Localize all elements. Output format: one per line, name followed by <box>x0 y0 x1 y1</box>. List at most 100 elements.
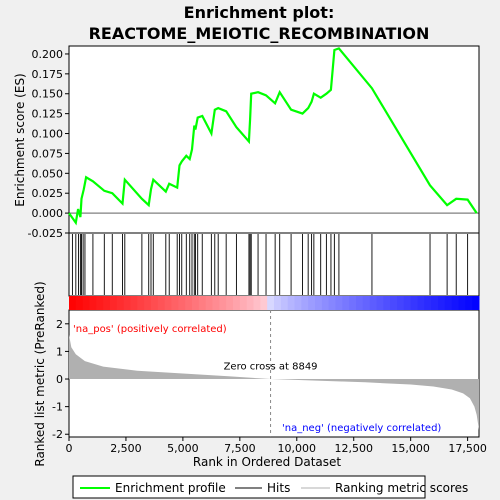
color-bar-segment <box>96 296 104 310</box>
color-bar-segment <box>315 296 323 310</box>
color-bar-segment <box>171 296 179 310</box>
color-bar-segment <box>178 296 186 310</box>
color-bar-segment <box>123 296 131 310</box>
legend-label-metric: Ranking metric scores <box>335 481 468 495</box>
x-tick-label: 2,500 <box>110 442 142 455</box>
es-y-tick-label: 0.075 <box>32 147 64 160</box>
color-bar-segment <box>205 296 213 310</box>
color-bar-segment <box>233 296 241 310</box>
metric-y-tick-label: 2 <box>56 318 63 331</box>
metric-y-tick-label: -2 <box>52 428 63 441</box>
ranked-color-bar <box>69 296 480 310</box>
es-y-tick-label: 0.025 <box>32 187 64 200</box>
es-y-tick-label: 0.150 <box>32 88 64 101</box>
ranking-metric-area <box>69 334 479 431</box>
color-bar-segment <box>103 296 111 310</box>
color-bar-segment <box>294 296 302 310</box>
color-bar-segment <box>458 296 466 310</box>
color-bar-segment <box>383 296 391 310</box>
x-tick-label: 7,500 <box>224 442 256 455</box>
color-bar-segment <box>342 296 350 310</box>
es-axis-group: -0.025 0.000 0.025 0.050 0.075 0.100 0.125 0.15… <box>28 47 479 240</box>
color-bar-segment <box>438 296 446 310</box>
color-bar-segment <box>226 296 234 310</box>
color-bar-segment <box>451 296 459 310</box>
color-bar-segment <box>472 296 480 310</box>
color-bar-segment <box>335 296 343 310</box>
color-bar-segment <box>349 296 357 310</box>
metric-y-axis-title: Ranked list metric (PreRanked) <box>33 281 47 466</box>
es-y-tick-label: 0.175 <box>32 68 64 81</box>
color-bar-segment <box>321 296 330 310</box>
es-y-tick-label: -0.025 <box>28 227 63 240</box>
color-bar-segment <box>144 296 152 310</box>
color-bar-segment <box>403 296 412 310</box>
x-tick-label: 0 <box>66 442 73 455</box>
es-y-tick-label: 0.125 <box>32 108 64 121</box>
zero-cross-label: Zero cross at 8849 <box>224 361 318 372</box>
color-bar-segment <box>69 296 77 310</box>
es-y-tick-label: 0.100 <box>32 128 64 141</box>
x-tick-label: 12,500 <box>334 442 373 455</box>
color-bar-segment <box>431 296 439 310</box>
es-panel <box>68 45 480 234</box>
color-bar-segment <box>280 296 289 310</box>
color-bar-segment <box>157 296 166 310</box>
x-tick-label: 10,000 <box>278 442 317 455</box>
es-y-tick-label: 0.200 <box>32 48 64 61</box>
color-bar-segment <box>75 296 84 310</box>
color-bar-segment <box>212 296 220 310</box>
color-bar-segment <box>397 296 405 310</box>
hits-group <box>71 234 469 295</box>
hits-panel <box>68 232 480 297</box>
color-bar-segment <box>246 296 254 310</box>
metric-y-tick-label: 1 <box>56 345 63 358</box>
color-bar-segment <box>390 296 398 310</box>
x-tick-label: 5,000 <box>167 442 199 455</box>
color-bar-segment <box>239 296 248 310</box>
color-bar-segment <box>267 296 275 310</box>
chart-title-line-2: REACTOME_MEIOTIC_RECOMBINATION <box>89 24 430 43</box>
legend: Enrichment profile Hits Ranking metric s… <box>72 475 468 499</box>
color-bar-segment <box>362 296 371 310</box>
positive-correlation-label: 'na_pos' (positively correlated) <box>73 324 227 335</box>
metric-y-tick-label: 0 <box>56 373 63 386</box>
color-bar-segment <box>274 296 282 310</box>
color-bar-segment <box>137 296 145 310</box>
color-bar-segment <box>82 296 90 310</box>
color-bar-segment <box>110 296 118 310</box>
x-tick-label: 15,000 <box>391 442 430 455</box>
legend-label-enrichment: Enrichment profile <box>115 481 226 495</box>
color-bar-segment <box>151 296 159 310</box>
color-bar-segment <box>417 296 425 310</box>
es-y-tick-label: 0.000 <box>32 207 64 220</box>
color-bar-segment <box>253 296 261 310</box>
color-bar-segment <box>308 296 316 310</box>
color-bar-segment <box>369 296 377 310</box>
color-bar-segment <box>130 296 138 310</box>
negative-correlation-label: 'na_neg' (negatively correlated) <box>282 423 441 434</box>
x-axis-group: 0 2,500 5,000 7,500 10,000 12,500 15,000 17,500 <box>66 437 487 455</box>
legend-label-hits: Hits <box>267 481 290 495</box>
color-bar-segment <box>164 296 172 310</box>
color-bar-segment <box>376 296 384 310</box>
color-bar-segment <box>185 296 193 310</box>
color-bar-segment <box>192 296 200 310</box>
color-bar-segment <box>89 296 97 310</box>
color-bar-segment <box>260 296 268 310</box>
x-axis-title: Rank in Ordered Dataset <box>193 455 341 469</box>
color-bar-segment <box>424 296 432 310</box>
es-y-tick-label: 0.050 <box>32 167 64 180</box>
metric-y-tick-label: -1 <box>52 401 63 414</box>
color-bar-segment <box>444 296 453 310</box>
color-bar-segment <box>287 296 295 310</box>
x-tick-label: 17,500 <box>448 442 487 455</box>
color-bar-segment <box>328 296 336 310</box>
color-bar-segment <box>410 296 418 310</box>
color-bar-segment <box>198 296 207 310</box>
color-bar-segment <box>116 296 125 310</box>
color-bar-segment <box>356 296 364 310</box>
legend-box <box>72 475 426 499</box>
enrichment-profile-line <box>68 47 478 226</box>
